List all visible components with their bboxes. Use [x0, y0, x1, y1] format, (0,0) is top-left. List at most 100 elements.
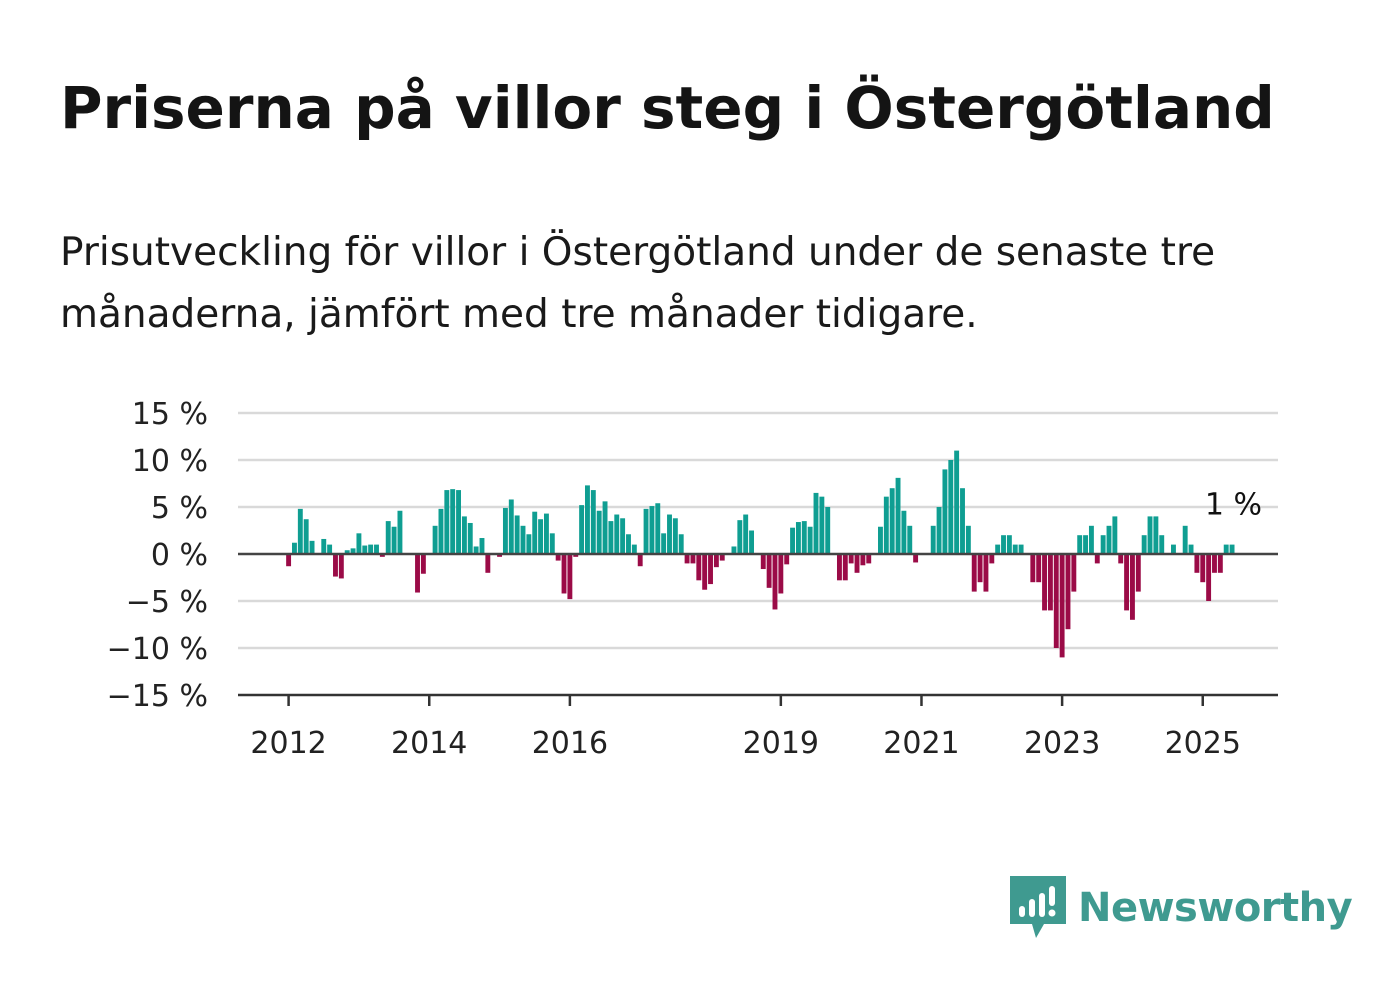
bar [930, 525, 936, 554]
bar [473, 546, 479, 554]
bar [1159, 535, 1165, 554]
bar [350, 548, 356, 554]
y-tick-label: 10 % [132, 444, 208, 479]
brand-name: Newsworthy [1078, 885, 1353, 931]
y-tick-label: 5 % [151, 491, 208, 526]
bar [672, 518, 678, 554]
bar [1071, 554, 1077, 592]
bar [960, 488, 965, 554]
bar [1059, 554, 1065, 658]
bar [667, 514, 672, 554]
bar [344, 550, 350, 554]
bar [1188, 544, 1194, 554]
bar [292, 542, 297, 554]
bar [1036, 554, 1042, 583]
bar [825, 507, 831, 554]
latest-value-label: 1 % [1205, 488, 1262, 523]
bar [1223, 544, 1229, 554]
bar [971, 554, 977, 592]
bar [737, 520, 743, 554]
bar [878, 526, 883, 554]
bar [743, 514, 749, 554]
bar [1112, 516, 1118, 554]
bar [643, 508, 649, 554]
bar [1206, 554, 1212, 601]
bars [286, 450, 1235, 658]
bar [731, 546, 737, 554]
y-tick-label: −10 % [107, 632, 208, 667]
bar [309, 540, 315, 554]
bar [590, 490, 596, 554]
bar [1053, 554, 1059, 648]
bar [784, 554, 790, 565]
bar [356, 533, 362, 554]
bar [385, 521, 391, 554]
bar [854, 554, 860, 573]
x-tick-label: 2023 [1024, 726, 1100, 761]
bar [977, 554, 983, 583]
bar [1001, 535, 1006, 554]
bar [415, 554, 420, 593]
bar [895, 477, 901, 554]
bar [1100, 535, 1106, 554]
bar [995, 544, 1001, 554]
bar [479, 538, 485, 554]
x-tick-label: 2019 [743, 726, 819, 761]
bar [1200, 554, 1206, 583]
bar [485, 554, 491, 573]
bar [420, 554, 426, 574]
bar [631, 544, 637, 554]
bar [368, 544, 374, 554]
chart-area: 15 % 10 % 5 % 0 % −5 % −10 % −15 % 2012 2014 2016… [0, 380, 1382, 780]
bar [379, 554, 385, 557]
bar [602, 501, 608, 554]
chart-subtitle: Prisutveckling för villor i Östergötland… [60, 230, 1216, 337]
bar [942, 469, 948, 554]
bar [901, 510, 907, 554]
bar [1124, 554, 1130, 611]
bar [889, 488, 895, 554]
bar [1065, 554, 1071, 630]
bar [614, 514, 620, 554]
bar [456, 490, 461, 554]
bar [965, 525, 971, 554]
bar [502, 507, 508, 554]
bar [333, 554, 338, 577]
axes [238, 552, 1278, 706]
bar [790, 527, 796, 554]
bar [321, 538, 327, 554]
bar [801, 521, 807, 554]
bar-chart: 15 % 10 % 5 % 0 % −5 % −10 % −15 % 2012 2014 2016… [107, 397, 1278, 761]
bar [696, 554, 702, 581]
y-tick-label: −15 % [107, 679, 208, 714]
bar [526, 534, 532, 554]
bar [702, 554, 708, 590]
bar [508, 499, 514, 554]
bar [1147, 516, 1153, 554]
bar [936, 507, 942, 554]
bar [1129, 554, 1135, 620]
bar [1094, 554, 1100, 564]
bar [1212, 554, 1217, 573]
bar [538, 519, 544, 554]
bar [497, 554, 503, 557]
bar [708, 554, 713, 585]
grid-lines [238, 411, 1278, 650]
bar [555, 554, 561, 561]
bar [842, 554, 848, 581]
bar [608, 521, 614, 554]
bar [432, 525, 438, 554]
bar [620, 518, 626, 554]
bar [596, 510, 602, 554]
bar [585, 485, 590, 554]
bar [655, 503, 661, 554]
bar [795, 522, 801, 554]
y-tick-label: 15 % [132, 397, 208, 432]
bar [1217, 554, 1223, 573]
x-tick-label: 2012 [250, 726, 326, 761]
bar [1194, 554, 1200, 573]
bar [819, 496, 825, 554]
bar [374, 544, 379, 554]
bar [1106, 525, 1112, 554]
bar [1141, 535, 1147, 554]
